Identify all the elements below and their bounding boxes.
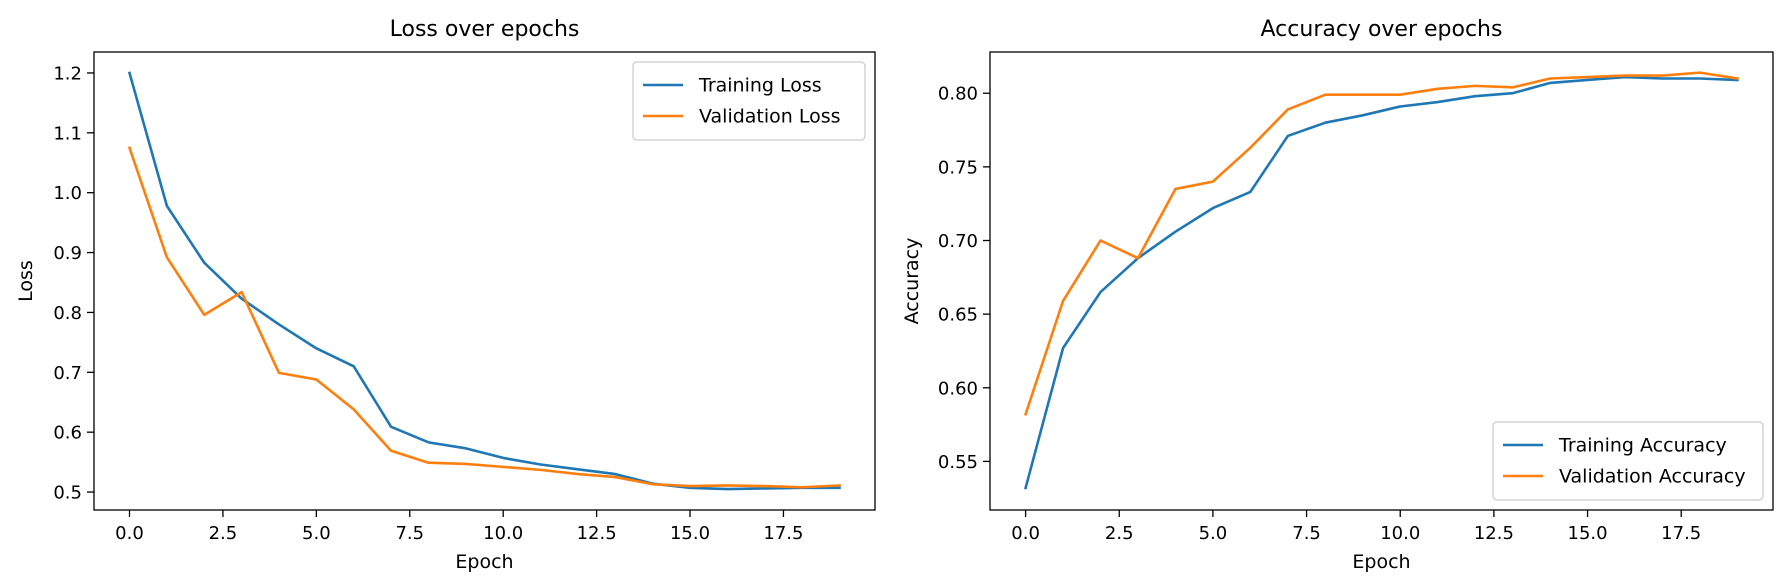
axes-frame: [989, 51, 1774, 511]
y-tick-label: 0.5: [53, 483, 82, 504]
x-axis-label: Epoch: [455, 551, 513, 573]
chart-panel-0: 0.0 2.5 5.0 7.5 10.0 12.5 15.0 17.5 0.5 0.6 0.7 0.8…: [15, 17, 876, 573]
chart-panel-1: 0.0 2.5 5.0 7.5 10.0 12.5 15.0 17.5 0.55 0.60 0.65…: [901, 17, 1774, 573]
x-tick-label: 10.0: [1380, 523, 1420, 544]
x-tick-label: 2.5: [209, 523, 238, 544]
x-tick-label: 17.5: [1661, 523, 1701, 544]
y-tick-label: 0.75: [938, 157, 978, 178]
legend-box: [1492, 421, 1764, 501]
y-tick-label: 0.60: [938, 378, 978, 399]
y-tick-label: 0.8: [53, 303, 82, 324]
y-tick-label: 0.70: [938, 231, 978, 252]
legend: Training Accuracy Validation Accuracy: [1492, 421, 1764, 501]
x-tick-label: 15.0: [670, 523, 710, 544]
y-tick-label: 0.9: [53, 243, 82, 264]
series-line-validation-accuracy: [1023, 71, 1739, 416]
x-tick-label: 0.0: [115, 523, 144, 544]
x-tick-label: 5.0: [302, 523, 331, 544]
x-tick-label: 0.0: [1011, 523, 1040, 544]
y-tick-label: 0.80: [938, 84, 978, 105]
x-tick-label: 7.5: [395, 523, 424, 544]
x-axis-label: Epoch: [1352, 551, 1410, 573]
chart-title: Accuracy over epochs: [1261, 17, 1503, 42]
y-tick-label: 0.6: [53, 423, 82, 444]
y-tick-label: 0.65: [938, 305, 978, 326]
legend: Training Loss Validation Loss: [632, 61, 866, 141]
legend-box: [632, 61, 866, 141]
legend-label: Training Accuracy: [1558, 435, 1727, 457]
y-tick-label: 1.2: [53, 63, 82, 84]
y-tick-label: 1.0: [53, 183, 82, 204]
x-tick-label: 12.5: [1474, 523, 1514, 544]
y-tick-label: 1.1: [53, 123, 82, 144]
x-tick-label: 15.0: [1568, 523, 1608, 544]
legend-label: Validation Loss: [699, 106, 841, 128]
y-axis-label: Loss: [15, 260, 37, 302]
y-tick-label: 0.7: [53, 363, 82, 384]
x-tick-label: 5.0: [1199, 523, 1228, 544]
x-tick-label: 12.5: [577, 523, 617, 544]
x-tick-label: 2.5: [1105, 523, 1134, 544]
axes-frame: [93, 51, 876, 511]
y-tick-label: 0.55: [938, 452, 978, 473]
x-tick-label: 10.0: [483, 523, 523, 544]
series-line-training-accuracy: [1023, 75, 1739, 490]
x-tick-label: 17.5: [763, 523, 803, 544]
x-tick-label: 7.5: [1292, 523, 1321, 544]
legend-label: Training Loss: [698, 75, 822, 97]
series-line-validation-loss: [127, 146, 841, 489]
legend-label: Validation Accuracy: [1559, 466, 1746, 488]
y-axis-label: Accuracy: [901, 238, 923, 325]
chart-title: Loss over epochs: [390, 17, 580, 42]
